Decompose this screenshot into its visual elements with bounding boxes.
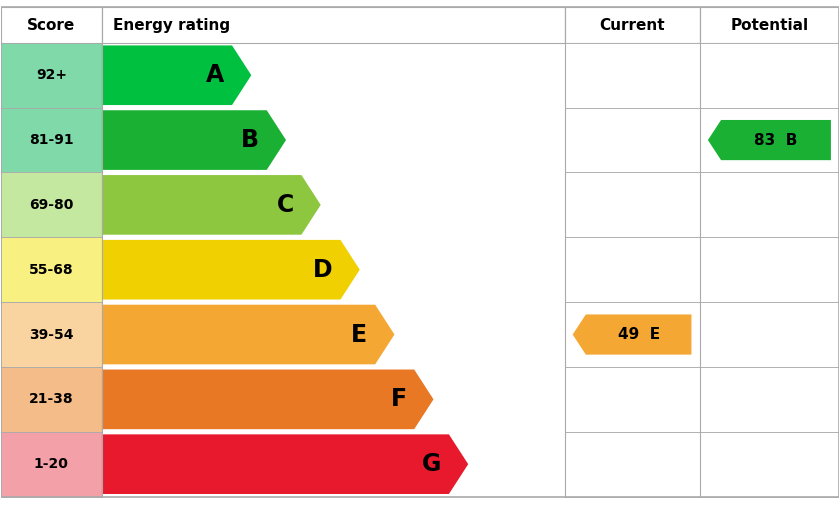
Polygon shape: [102, 110, 286, 170]
Bar: [564, 302, 700, 367]
Polygon shape: [102, 434, 468, 494]
Text: 92+: 92+: [36, 68, 67, 82]
Text: 69-80: 69-80: [29, 198, 73, 212]
Bar: [1, 302, 102, 367]
Bar: [102, 7, 564, 43]
Bar: [700, 237, 839, 302]
Bar: [564, 172, 700, 237]
Bar: [700, 7, 839, 43]
Bar: [700, 107, 839, 172]
Polygon shape: [102, 370, 433, 429]
Bar: [1, 7, 102, 43]
Bar: [1, 107, 102, 172]
Text: C: C: [276, 193, 294, 217]
Bar: [1, 367, 102, 432]
Polygon shape: [102, 305, 395, 365]
Text: G: G: [422, 452, 441, 476]
Bar: [564, 432, 700, 496]
Bar: [1, 172, 102, 237]
Text: D: D: [313, 258, 333, 282]
Text: 39-54: 39-54: [29, 328, 74, 342]
Bar: [700, 302, 839, 367]
Text: Potential: Potential: [730, 18, 808, 32]
Bar: [1, 43, 102, 107]
Polygon shape: [102, 175, 321, 235]
Bar: [564, 107, 700, 172]
Text: F: F: [391, 387, 407, 411]
Text: 83  B: 83 B: [754, 132, 798, 148]
Text: 81-91: 81-91: [29, 133, 74, 147]
Text: 49  E: 49 E: [617, 327, 659, 342]
Bar: [700, 172, 839, 237]
Text: Score: Score: [27, 18, 76, 32]
Bar: [700, 432, 839, 496]
Text: Energy rating: Energy rating: [113, 18, 231, 32]
Bar: [564, 237, 700, 302]
Bar: [564, 43, 700, 107]
Bar: [564, 7, 700, 43]
Text: B: B: [241, 128, 259, 152]
Text: 55-68: 55-68: [29, 263, 74, 277]
Bar: [1, 432, 102, 496]
Polygon shape: [573, 314, 691, 354]
Polygon shape: [708, 120, 831, 160]
Text: 21-38: 21-38: [29, 392, 74, 406]
Text: 1-20: 1-20: [34, 457, 69, 471]
Text: Current: Current: [599, 18, 665, 32]
Text: E: E: [351, 322, 367, 346]
Bar: [1, 237, 102, 302]
Text: A: A: [206, 63, 224, 87]
Bar: [700, 43, 839, 107]
Polygon shape: [102, 46, 251, 105]
Bar: [564, 367, 700, 432]
Polygon shape: [102, 240, 360, 300]
Bar: [700, 367, 839, 432]
